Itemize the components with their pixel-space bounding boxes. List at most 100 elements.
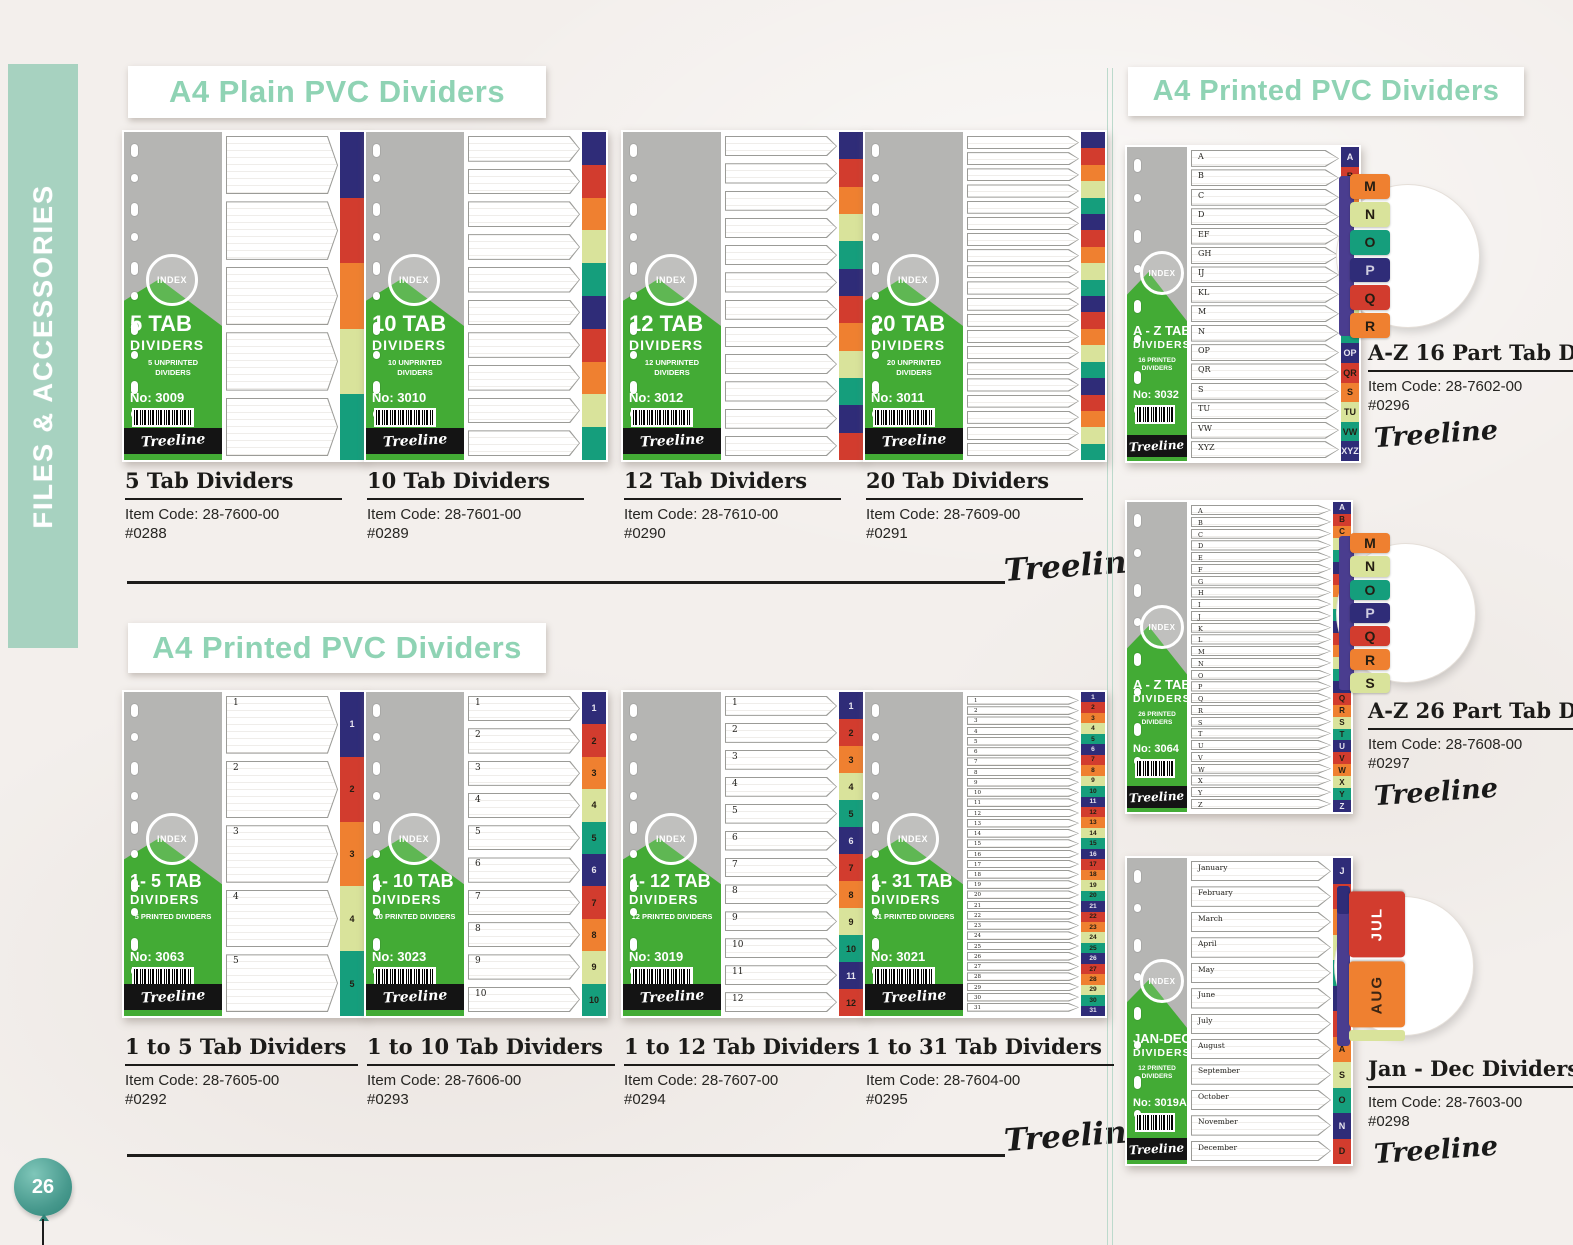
barcode-lines	[1137, 1115, 1173, 1130]
sheet-face	[968, 298, 1078, 310]
product-item-code: Item Code: 28-7604-00	[866, 1072, 1021, 1089]
sheet-tab-label: 9	[475, 956, 481, 967]
sheet-face	[1192, 717, 1330, 726]
c-no: No: 3019	[629, 949, 684, 964]
sheet-tab-label: 31	[974, 1005, 981, 1012]
sheet-tab-label: N	[1198, 326, 1205, 336]
divider-sheet: 11	[725, 965, 837, 986]
sheet-face	[469, 267, 579, 292]
sheet-face	[1192, 564, 1330, 573]
sheet-face	[1192, 938, 1330, 957]
sheet-face	[968, 314, 1078, 326]
product-ref-number: #0296	[1368, 397, 1410, 414]
sheet-tab-label: 7	[475, 891, 481, 902]
sheet-tab-label: 2	[732, 724, 738, 735]
sheet-tab-label: 3	[732, 751, 738, 762]
tab-color-segment: 17	[1081, 859, 1105, 870]
index-badge: INDEX	[1140, 959, 1184, 1003]
punch-hole	[872, 792, 879, 800]
sheet-face	[968, 768, 1078, 776]
punch-hole	[1134, 1076, 1141, 1089]
tab-color-segment: 1	[1081, 692, 1105, 703]
sheet-face	[968, 799, 1078, 807]
tab-color-segment: 11	[839, 962, 863, 989]
sheet-face	[1192, 705, 1330, 714]
tab-color-segment: 23	[1081, 921, 1105, 933]
punch-hole	[1134, 939, 1141, 952]
c-sub: DIVIDERS	[871, 892, 941, 907]
sheet-face	[1192, 151, 1338, 166]
divider-sheet: 19	[967, 880, 1079, 889]
divider-sheet: 10	[725, 938, 837, 959]
punch-hole	[1134, 584, 1141, 597]
sheet-face	[1192, 989, 1330, 1008]
card-footer-band: Treeline	[1127, 786, 1187, 808]
tab-color-segment: 9	[1081, 775, 1105, 787]
treeline-logo-script: Treeline	[1129, 788, 1185, 806]
barcode	[374, 408, 436, 427]
index-badge: INDEX	[887, 813, 939, 865]
punch-hole	[630, 203, 637, 216]
divider-sheet: 25	[967, 941, 1079, 951]
section-heading-plain: A4 Plain PVC Dividers	[128, 66, 546, 118]
tab-color-segment: 4	[582, 789, 606, 822]
sheet-tab-label: S	[1198, 384, 1204, 394]
sheet-tab-label: B	[1198, 518, 1203, 527]
c-title: 1- 12 TAB	[629, 871, 711, 891]
barcode-lines	[633, 410, 691, 425]
divider-sheet: T	[1191, 728, 1331, 739]
tab-color-segment	[839, 432, 863, 460]
card-footer-band: Treeline	[623, 428, 721, 454]
punch-hole	[131, 203, 138, 216]
barcode-lines	[875, 969, 933, 984]
divider-sheet: 4	[468, 792, 580, 819]
divider-sheet	[725, 272, 837, 293]
tab-color-strip: 1 2 3 4 5 6 7 8 9 10 11 12	[839, 692, 863, 1016]
divider-sheet: L	[1191, 634, 1331, 645]
sheet-tab-label: 13	[974, 820, 981, 827]
divider-sheet	[967, 394, 1079, 408]
divider-sheet: October	[1191, 1089, 1331, 1111]
product-caption-1-to-31-tab-dividers: 1 to 31 Tab Dividers Item Code: 28-7604-0…	[866, 1034, 1126, 1108]
sheet-face	[968, 201, 1078, 213]
punch-hole	[872, 908, 879, 916]
tab-color-segment	[1081, 296, 1105, 313]
divider-sheet: C	[1191, 188, 1339, 206]
product-item-code: Item Code: 28-7609-00	[866, 506, 1021, 523]
tab-color-segment: 2	[1081, 702, 1105, 713]
tab-color-segment: C	[1333, 525, 1351, 538]
divider-sheet: 28	[967, 972, 1079, 982]
punch-hole	[131, 908, 138, 916]
balloon-knot-icon	[39, 1214, 49, 1221]
divider-sheet: E	[1191, 552, 1331, 563]
punch-hole	[630, 938, 637, 951]
treeline-signature: Treeline	[1373, 1130, 1499, 1171]
sheet-tab-label: 4	[974, 728, 978, 735]
divider-sheet: 1	[725, 696, 837, 716]
tab-color-segment	[340, 328, 364, 395]
punch-hole	[872, 821, 879, 834]
sheet-face	[968, 870, 1078, 878]
sheet-face	[968, 789, 1078, 796]
sheet-face	[1192, 403, 1338, 419]
tab-color-segment	[839, 377, 863, 406]
card-footer-band: Treeline	[366, 428, 464, 454]
sheet-tab-label: A	[1198, 507, 1203, 515]
divider-sheets: 1 2 3 4 5 6 7 8 9 10	[468, 696, 580, 1012]
divider-sheet: July	[1191, 1013, 1331, 1034]
sheet-face	[1192, 862, 1330, 881]
divider-sheet: A	[1191, 150, 1339, 167]
c-desc: 20 UNPRINTED DIVIDERS	[886, 358, 942, 377]
sheet-tab-label: March	[1198, 913, 1223, 923]
tab-color-segment: XYZ	[1341, 441, 1359, 461]
divider-sheet: April	[1191, 937, 1331, 958]
tab-color-segment	[1081, 148, 1105, 165]
tab-color-segment: 5	[340, 951, 364, 1016]
c-title: 1- 10 TAB	[372, 871, 454, 891]
punch-hole	[1134, 265, 1141, 273]
punch-hole	[872, 262, 879, 275]
tab-color-segment	[582, 295, 606, 329]
tab-color-segment	[582, 230, 606, 264]
punch-hole	[630, 821, 637, 834]
